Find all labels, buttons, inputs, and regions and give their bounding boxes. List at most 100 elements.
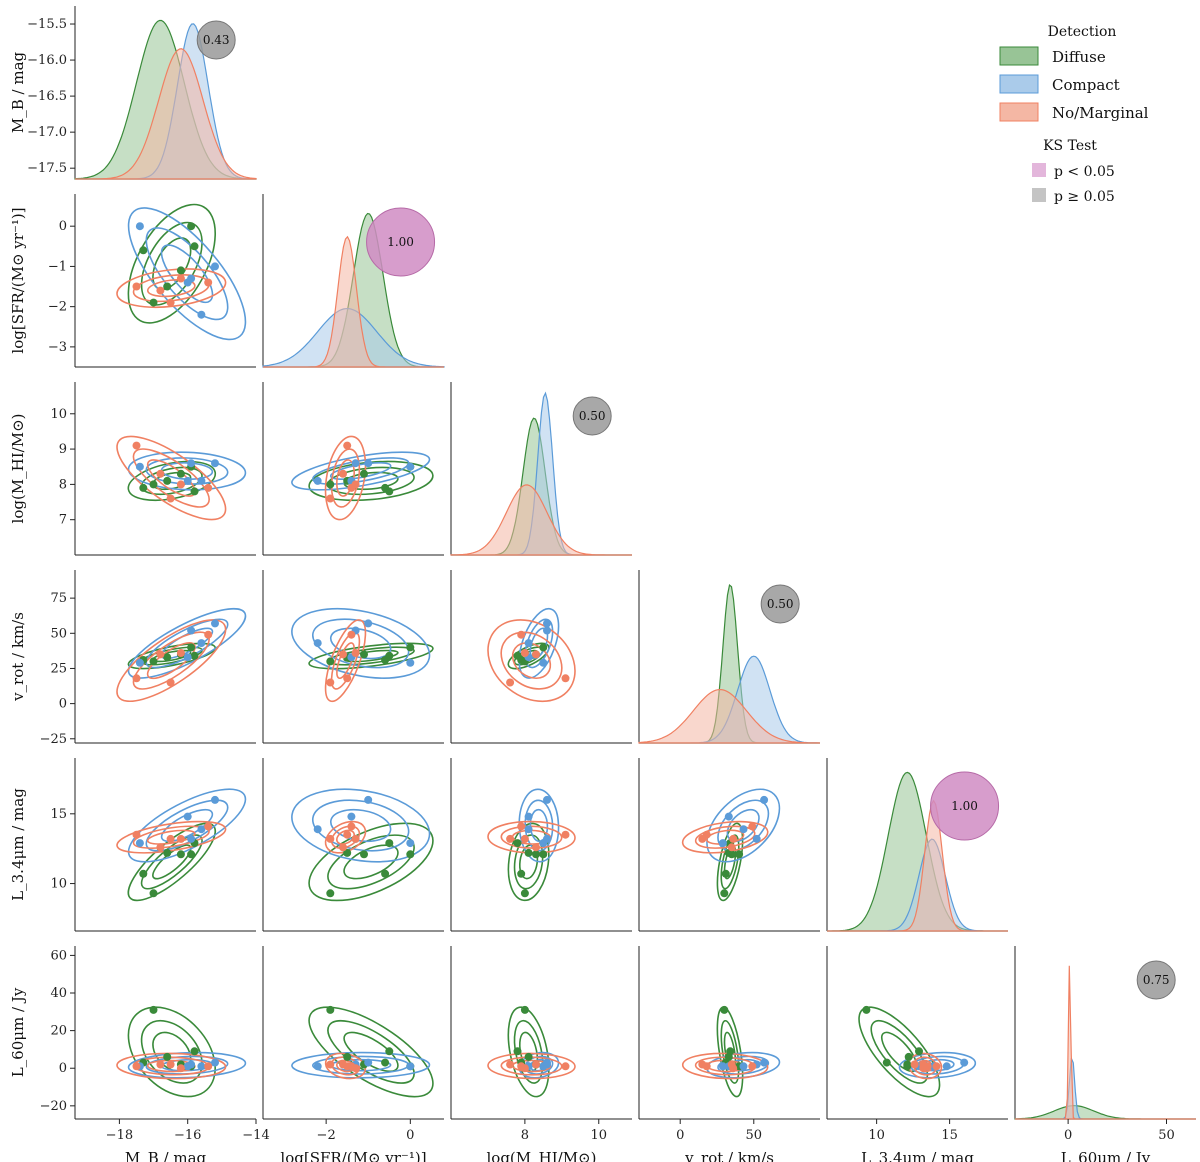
- y-tick-label: 10: [50, 877, 67, 892]
- point-diffuse-3: [149, 298, 158, 307]
- point-nomarg-3: [517, 822, 526, 831]
- ks-circle: [760, 584, 800, 624]
- point-nomarg-3: [204, 278, 213, 287]
- point-nomarg-0: [132, 1062, 141, 1071]
- panel-r3-c1: [262, 570, 444, 744]
- ks-circle: [930, 771, 1000, 841]
- point-nomarg-4: [156, 650, 165, 659]
- point-nomarg-4: [156, 469, 165, 478]
- point-nomarg-3: [347, 483, 356, 492]
- x-tick-label: −14: [242, 1128, 269, 1143]
- point-compact-1: [543, 834, 551, 843]
- point-diffuse-5: [187, 850, 196, 859]
- point-compact-2: [739, 825, 748, 834]
- x-tick-label: 50: [746, 1128, 763, 1143]
- point-diffuse-5: [187, 222, 196, 231]
- point-compact-1: [187, 626, 196, 635]
- contour-diffuse-level2: [507, 642, 550, 670]
- point-diffuse-4: [190, 242, 199, 251]
- point-compact-3: [211, 262, 219, 271]
- panel-r1-c1: 1.00: [262, 194, 445, 368]
- contour-nomarg-level2: [681, 1052, 769, 1080]
- contour-nomarg-level2: [116, 435, 227, 521]
- point-nomarg-3: [347, 630, 356, 639]
- point-compact-2: [313, 1062, 322, 1071]
- point-compact-4: [183, 1062, 192, 1071]
- point-diffuse-3: [149, 480, 158, 489]
- density-nomarg: [75, 48, 257, 180]
- point-nomarg-2: [176, 1064, 185, 1073]
- panel-r5-c0: 60 40 20 0 −20 L_60μm / Jy −18 −16 −14 M_B / mag: [9, 946, 270, 1162]
- contour-diffuse-level2: [507, 1006, 550, 1098]
- contour-diffuse-level2: [127, 1006, 216, 1098]
- point-compact-4: [347, 812, 356, 821]
- contour-diffuse-level1: [720, 834, 740, 890]
- y-tick-label: 7: [59, 513, 67, 528]
- point-compact-3: [211, 619, 219, 628]
- contour-nomarg-level2: [324, 820, 367, 854]
- x-tick-label: −18: [106, 1128, 133, 1143]
- panel-r3-c3: 0.50: [638, 570, 821, 744]
- point-diffuse-2: [176, 266, 185, 275]
- point-diffuse-0: [381, 869, 390, 878]
- ks-circle: [196, 20, 236, 60]
- point-diffuse-1: [524, 848, 533, 857]
- panel-r5-c2: 8 10 log(M_HI/M⊙): [450, 946, 632, 1162]
- contour-nomarg-level1: [500, 631, 563, 690]
- point-compact-2: [524, 825, 533, 834]
- contour-compact-level1: [311, 799, 410, 852]
- contour-compact-level2: [706, 788, 781, 863]
- ks-legend-swatch-significant: [1032, 163, 1046, 177]
- x-tick-label: −16: [174, 1128, 201, 1143]
- contour-diffuse-level2: [507, 822, 550, 902]
- point-nomarg-4: [339, 843, 347, 852]
- panel-r4-c2: [450, 758, 632, 932]
- point-nomarg-1: [326, 494, 335, 503]
- y-tick-label: 0: [59, 1061, 67, 1076]
- point-compact-4: [724, 812, 733, 821]
- y-tick-label: −25: [40, 732, 67, 747]
- point-compact-4: [183, 278, 192, 287]
- point-nomarg-0: [343, 441, 352, 450]
- ks-value-label: 0.75: [1143, 973, 1170, 987]
- point-diffuse-4: [385, 651, 394, 660]
- y-tick-label: 0: [59, 697, 67, 712]
- point-nomarg-3: [517, 630, 526, 639]
- point-compact-0: [135, 462, 144, 471]
- point-nomarg-4: [727, 1060, 736, 1069]
- y-axis-label: M_B / mag: [9, 51, 27, 133]
- point-diffuse-1: [163, 282, 172, 291]
- panel-r5-c1: −2 0 log[SFR/(M⊙ yr⁻¹)]: [262, 946, 444, 1162]
- y-axis-label: v_rot / km/s: [9, 612, 27, 702]
- point-diffuse-5: [735, 850, 744, 859]
- point-diffuse-2: [176, 850, 185, 859]
- point-compact-3: [543, 1058, 551, 1067]
- point-nomarg-3: [347, 822, 356, 831]
- legend-title: Detection: [1048, 24, 1117, 40]
- density-nomarg: [638, 689, 821, 744]
- point-diffuse-1: [343, 1052, 352, 1061]
- ks-value-label: 0.50: [767, 597, 794, 611]
- y-tick-label: −20: [40, 1099, 67, 1114]
- y-tick-label: −1: [48, 259, 67, 274]
- contour-compact-level2: [518, 607, 560, 679]
- contour-nomarg-level1: [132, 448, 210, 508]
- point-diffuse-3: [149, 1005, 158, 1014]
- point-compact-2: [739, 1062, 748, 1071]
- point-nomarg-4: [156, 1060, 165, 1069]
- y-axis-label: log[SFR/(M⊙ yr⁻¹)]: [9, 207, 27, 353]
- contour-nomarg-level2: [487, 619, 576, 703]
- point-compact-3: [760, 795, 769, 804]
- point-compact-2: [197, 1062, 206, 1071]
- contour-compact-level2: [127, 207, 247, 341]
- ks-circle: [572, 396, 612, 436]
- legend-label-compact: Compact: [1052, 76, 1120, 94]
- x-tick-label: 8: [521, 1128, 529, 1143]
- point-nomarg-0: [132, 282, 141, 291]
- point-diffuse-5: [539, 850, 548, 859]
- point-diffuse-5: [539, 643, 548, 652]
- point-compact-3: [543, 619, 551, 628]
- x-axis-label: L_60μm / Jy: [1061, 1149, 1151, 1162]
- point-nomarg-1: [326, 1060, 335, 1069]
- point-nomarg-3: [204, 483, 213, 492]
